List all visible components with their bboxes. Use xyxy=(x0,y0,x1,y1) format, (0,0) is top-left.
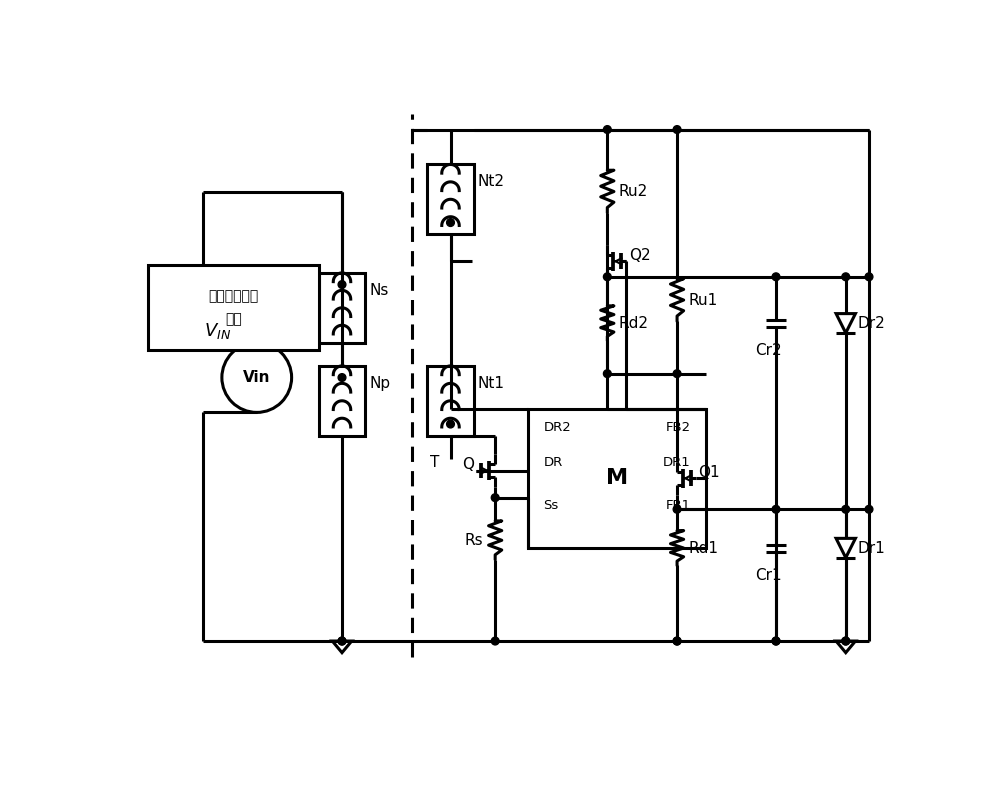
Circle shape xyxy=(842,637,850,645)
Text: Cr1: Cr1 xyxy=(755,568,782,582)
Text: Ru1: Ru1 xyxy=(689,293,718,307)
Circle shape xyxy=(491,493,499,502)
Text: Ns: Ns xyxy=(369,283,388,298)
Circle shape xyxy=(772,637,780,645)
Text: Nt2: Nt2 xyxy=(478,175,505,189)
Text: T: T xyxy=(430,455,439,470)
Circle shape xyxy=(772,506,780,513)
Circle shape xyxy=(772,273,780,281)
Text: Np: Np xyxy=(369,376,390,391)
Text: DR1: DR1 xyxy=(663,456,691,469)
Circle shape xyxy=(603,370,611,378)
Text: Rs: Rs xyxy=(465,533,484,548)
FancyBboxPatch shape xyxy=(528,409,706,548)
Circle shape xyxy=(447,218,454,227)
Circle shape xyxy=(603,125,611,133)
Text: Cr2: Cr2 xyxy=(755,343,782,358)
FancyBboxPatch shape xyxy=(148,265,319,350)
Polygon shape xyxy=(836,538,855,557)
Text: Dr2: Dr2 xyxy=(857,316,885,331)
Text: 部分: 部分 xyxy=(225,312,242,326)
Text: Vin: Vin xyxy=(243,370,270,385)
Circle shape xyxy=(447,420,454,428)
Text: FB1: FB1 xyxy=(666,499,691,512)
Circle shape xyxy=(673,125,681,133)
Text: DR2: DR2 xyxy=(544,421,571,434)
Circle shape xyxy=(673,637,681,645)
Circle shape xyxy=(673,506,681,513)
Circle shape xyxy=(338,374,346,381)
Text: Ss: Ss xyxy=(544,499,559,512)
Circle shape xyxy=(491,637,499,645)
Circle shape xyxy=(338,637,346,645)
Circle shape xyxy=(338,637,346,645)
Circle shape xyxy=(772,637,780,645)
Text: M: M xyxy=(606,468,628,489)
Text: Q1: Q1 xyxy=(698,464,720,480)
Circle shape xyxy=(865,273,873,281)
Text: Q: Q xyxy=(462,457,474,472)
Text: DR: DR xyxy=(544,456,563,469)
Polygon shape xyxy=(836,314,855,333)
Circle shape xyxy=(338,281,346,289)
Text: 付边输出电路: 付边输出电路 xyxy=(208,289,259,303)
Text: Q2: Q2 xyxy=(629,248,650,263)
Text: FB2: FB2 xyxy=(666,421,691,434)
Circle shape xyxy=(865,506,873,513)
Circle shape xyxy=(603,273,611,281)
Circle shape xyxy=(842,273,850,281)
Text: Rd2: Rd2 xyxy=(619,316,649,331)
Circle shape xyxy=(842,637,850,645)
Text: $V_{IN}$: $V_{IN}$ xyxy=(204,321,232,341)
Text: Dr1: Dr1 xyxy=(857,540,885,556)
Circle shape xyxy=(842,506,850,513)
Circle shape xyxy=(673,637,681,645)
Text: Nt1: Nt1 xyxy=(478,376,505,391)
Text: Ru2: Ru2 xyxy=(619,184,648,199)
Circle shape xyxy=(673,370,681,378)
Text: Rd1: Rd1 xyxy=(689,540,719,556)
